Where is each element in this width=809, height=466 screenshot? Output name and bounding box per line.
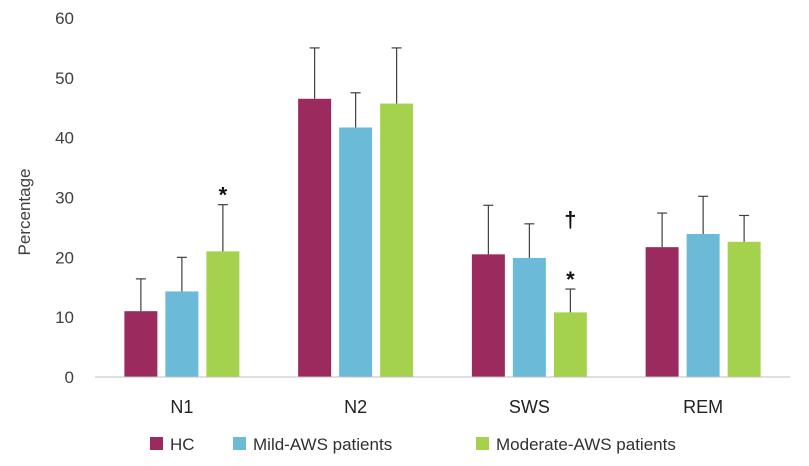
bar-sws-3 (553, 312, 587, 377)
y-axis-ticks: 0 10 20 30 40 50 60 (55, 9, 74, 387)
bars-layer (124, 98, 761, 378)
category-label: REM (683, 397, 723, 417)
y-axis-label: Percentage (15, 169, 34, 256)
significance-markers: * * † (219, 183, 577, 292)
y-tick-label: 50 (55, 69, 74, 88)
legend-label: Moderate-AWS patients (496, 435, 676, 454)
category-labels: N1 N2 SWS REM (170, 397, 723, 417)
category-label: N1 (170, 397, 193, 417)
significance-marker: * (566, 267, 575, 292)
bar-n1-3 (206, 251, 240, 377)
bar-n1-2 (165, 291, 199, 377)
y-tick-label: 40 (55, 129, 74, 148)
significance-marker: * (219, 183, 228, 208)
bar-n2-2 (339, 127, 373, 378)
bar-n1-1 (124, 311, 158, 377)
bar-sws-2 (512, 257, 546, 377)
bar-rem-3 (727, 241, 761, 377)
legend-swatch (233, 437, 246, 450)
significance-marker: † (564, 207, 576, 232)
legend-swatch (476, 437, 489, 450)
error-bars-layer (135, 47, 750, 313)
category-label: N2 (344, 397, 367, 417)
bar-sws-1 (471, 254, 505, 377)
category-label: SWS (509, 397, 550, 417)
legend: HC Mild-AWS patients Moderate-AWS patients (150, 435, 676, 454)
legend-label: HC (170, 435, 195, 454)
y-tick-label: 30 (55, 189, 74, 208)
legend-swatch (150, 437, 163, 450)
y-tick-label: 60 (55, 9, 74, 28)
y-tick-label: 0 (65, 368, 74, 387)
legend-label: Mild-AWS patients (253, 435, 392, 454)
bar-rem-1 (645, 247, 679, 377)
bar-n2-1 (298, 98, 332, 378)
bar-rem-2 (686, 233, 720, 377)
y-tick-label: 20 (55, 248, 74, 267)
bar-n2-3 (380, 103, 414, 377)
y-tick-label: 10 (55, 308, 74, 327)
